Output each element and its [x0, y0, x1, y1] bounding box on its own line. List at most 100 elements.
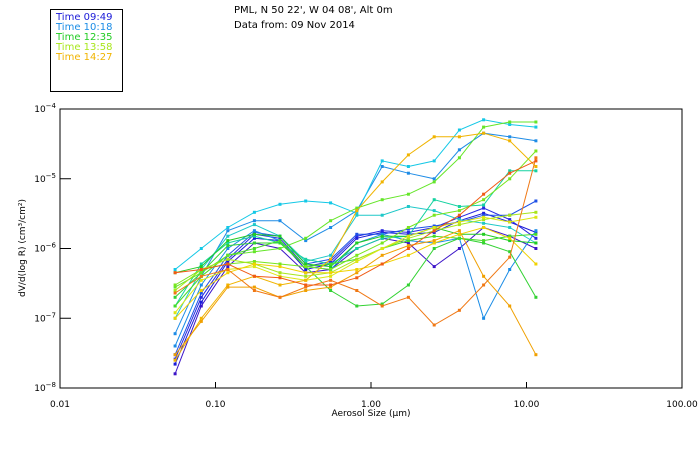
data-point — [355, 234, 359, 238]
data-point — [482, 125, 486, 129]
data-point — [173, 344, 177, 348]
data-point — [252, 247, 256, 250]
data-point — [457, 236, 461, 240]
data-point — [508, 268, 512, 271]
data-point — [355, 260, 359, 263]
x-axis-title: Aerosol Size (μm) — [332, 409, 411, 419]
data-point — [252, 223, 256, 227]
data-point — [457, 247, 461, 250]
data-point — [329, 283, 333, 287]
data-point — [199, 283, 203, 287]
data-point — [329, 271, 333, 275]
data-point — [173, 304, 177, 308]
y-axis-title: dV/d(log R) (cm³/cm²) — [18, 199, 28, 297]
data-point — [278, 265, 282, 269]
data-point — [380, 302, 384, 306]
data-point — [278, 295, 282, 299]
series-s18 — [173, 131, 538, 362]
data-point — [508, 234, 512, 238]
data-point — [199, 291, 203, 295]
data-point — [457, 128, 461, 132]
data-point — [329, 278, 333, 282]
data-point — [355, 232, 359, 236]
data-point — [173, 353, 177, 357]
series-layer — [173, 118, 538, 376]
data-point — [482, 198, 486, 202]
data-point — [173, 358, 177, 362]
data-point — [380, 159, 384, 163]
data-point — [508, 123, 512, 126]
legend-item: Time 13:58 — [56, 42, 113, 53]
data-point — [482, 218, 486, 222]
series-s11 — [173, 236, 538, 308]
data-point — [482, 241, 486, 245]
data-point — [199, 262, 203, 266]
data-point — [380, 213, 384, 217]
data-point — [457, 148, 461, 152]
data-point — [355, 213, 359, 217]
data-point — [508, 135, 512, 139]
data-point — [252, 234, 256, 238]
data-point — [380, 232, 384, 236]
data-point — [508, 250, 512, 254]
data-point — [457, 156, 461, 160]
data-point — [406, 244, 410, 248]
series-s21 — [173, 159, 538, 287]
data-point — [457, 220, 461, 224]
data-point — [304, 289, 308, 292]
data-point — [508, 177, 512, 181]
legend-item: Time 12:35 — [56, 32, 113, 43]
data-point — [226, 257, 230, 261]
data-point — [534, 241, 538, 245]
data-point — [534, 199, 538, 203]
data-point — [482, 131, 486, 135]
data-point — [534, 159, 538, 163]
data-point — [278, 247, 282, 250]
data-point — [199, 247, 203, 250]
data-point — [457, 205, 461, 208]
data-point — [355, 209, 359, 213]
data-point — [534, 125, 538, 129]
data-point — [199, 278, 203, 282]
data-point — [329, 257, 333, 261]
data-point — [432, 230, 436, 234]
data-point — [199, 289, 203, 292]
data-point — [199, 304, 203, 308]
data-point — [380, 229, 384, 233]
data-point — [534, 229, 538, 233]
data-point — [329, 265, 333, 269]
data-point — [173, 283, 177, 287]
data-point — [252, 241, 256, 245]
data-point — [226, 283, 230, 287]
data-point — [482, 215, 486, 219]
data-point — [173, 332, 177, 336]
data-point — [406, 283, 410, 287]
data-point — [508, 169, 512, 173]
data-point — [457, 135, 461, 139]
data-point — [199, 300, 203, 304]
data-point — [226, 262, 230, 266]
data-point — [173, 289, 177, 292]
data-point — [432, 177, 436, 181]
data-point — [534, 120, 538, 124]
data-point — [432, 229, 436, 233]
data-point — [457, 229, 461, 233]
data-point — [534, 156, 538, 160]
data-point — [252, 236, 256, 240]
data-point — [226, 234, 230, 238]
data-point — [226, 285, 230, 289]
data-point — [304, 265, 308, 269]
data-point — [278, 202, 282, 206]
data-point — [482, 226, 486, 229]
data-point — [534, 353, 538, 357]
data-point — [355, 247, 359, 250]
data-point — [457, 223, 461, 227]
data-point — [278, 276, 282, 280]
x-tick-label: 0.01 — [50, 400, 70, 410]
data-point — [304, 236, 308, 240]
data-point — [406, 230, 410, 234]
data-point — [278, 239, 282, 243]
data-point — [252, 230, 256, 234]
data-point — [304, 278, 308, 282]
legend: Time 09:49 Time 10:18 Time 12:35 Time 13… — [50, 9, 123, 92]
